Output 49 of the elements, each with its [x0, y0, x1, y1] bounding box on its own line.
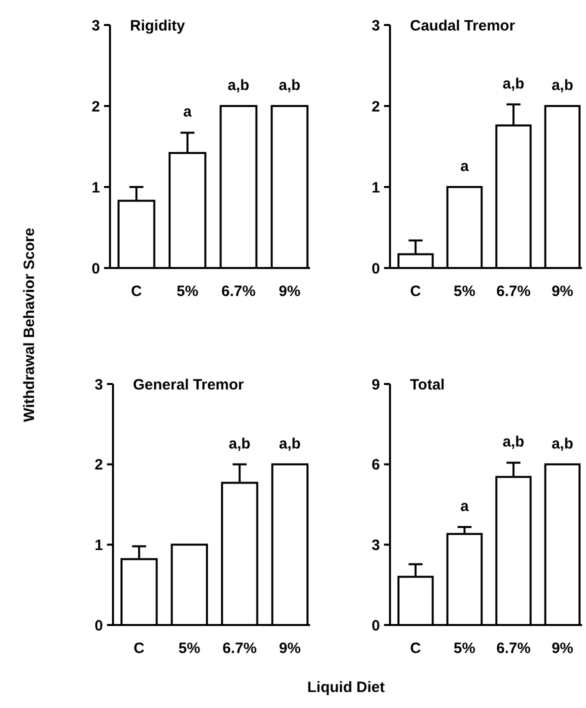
chart-title: Total [410, 376, 445, 394]
y-tick-label: 1 [94, 536, 103, 554]
y-tick-label: 3 [94, 376, 103, 394]
x-tick-label: 6.7% [496, 640, 531, 657]
chart-title: Caudal Tremor [410, 17, 516, 34]
annotation: a [183, 104, 192, 121]
annotation: a,b [228, 435, 250, 452]
y-tick-label: 1 [92, 179, 100, 196]
chart-title: General Tremor [133, 376, 244, 394]
annotation: a,b [228, 77, 250, 94]
y-tick-label: 2 [372, 98, 380, 116]
annotation: a,b [279, 435, 301, 452]
y-tick-label: 0 [92, 260, 100, 278]
y-axis-title: Withdrawal Behavior Score [21, 228, 38, 422]
y-tick-label: 3 [372, 536, 380, 554]
annotation: a,b [278, 77, 300, 94]
y-tick-label: 0 [372, 617, 380, 634]
y-tick-label: 3 [92, 17, 100, 34]
x-tick-label: 6.7% [222, 640, 257, 657]
y-tick-label: 0 [372, 260, 380, 278]
x-tick-label: C [410, 640, 422, 657]
y-tick-label: 6 [372, 456, 380, 474]
x-tick-label: 5% [176, 283, 198, 300]
y-tick-label: 9 [372, 376, 380, 394]
chart-title: Rigidity [130, 17, 186, 34]
x-tick-label: C [410, 283, 422, 300]
x-tick-label: 9% [278, 283, 300, 300]
annotation: a,b [502, 75, 524, 92]
x-axis-title: Liquid Diet [307, 679, 385, 696]
x-tick-label: 5% [454, 283, 476, 300]
x-tick-label: 9% [552, 640, 574, 657]
x-tick-label: 6.7% [221, 283, 256, 300]
x-tick-label: C [131, 283, 142, 300]
y-tick-label: 2 [92, 98, 100, 116]
annotation: a,b [552, 77, 574, 94]
x-tick-label: 5% [454, 640, 476, 657]
y-tick-label: 0 [94, 617, 103, 634]
annotation: a,b [552, 435, 574, 452]
y-tick-label: 1 [372, 179, 380, 196]
x-tick-label: 5% [178, 640, 200, 657]
x-tick-label: 9% [279, 640, 301, 657]
annotation: a [460, 158, 470, 175]
x-tick-label: 9% [552, 283, 574, 300]
annotation: a [460, 498, 470, 515]
x-tick-label: 6.7% [496, 283, 531, 300]
annotation: a,b [502, 434, 524, 451]
y-tick-label: 2 [94, 456, 103, 474]
y-tick-label: 3 [372, 17, 380, 34]
x-tick-label: C [134, 640, 145, 657]
